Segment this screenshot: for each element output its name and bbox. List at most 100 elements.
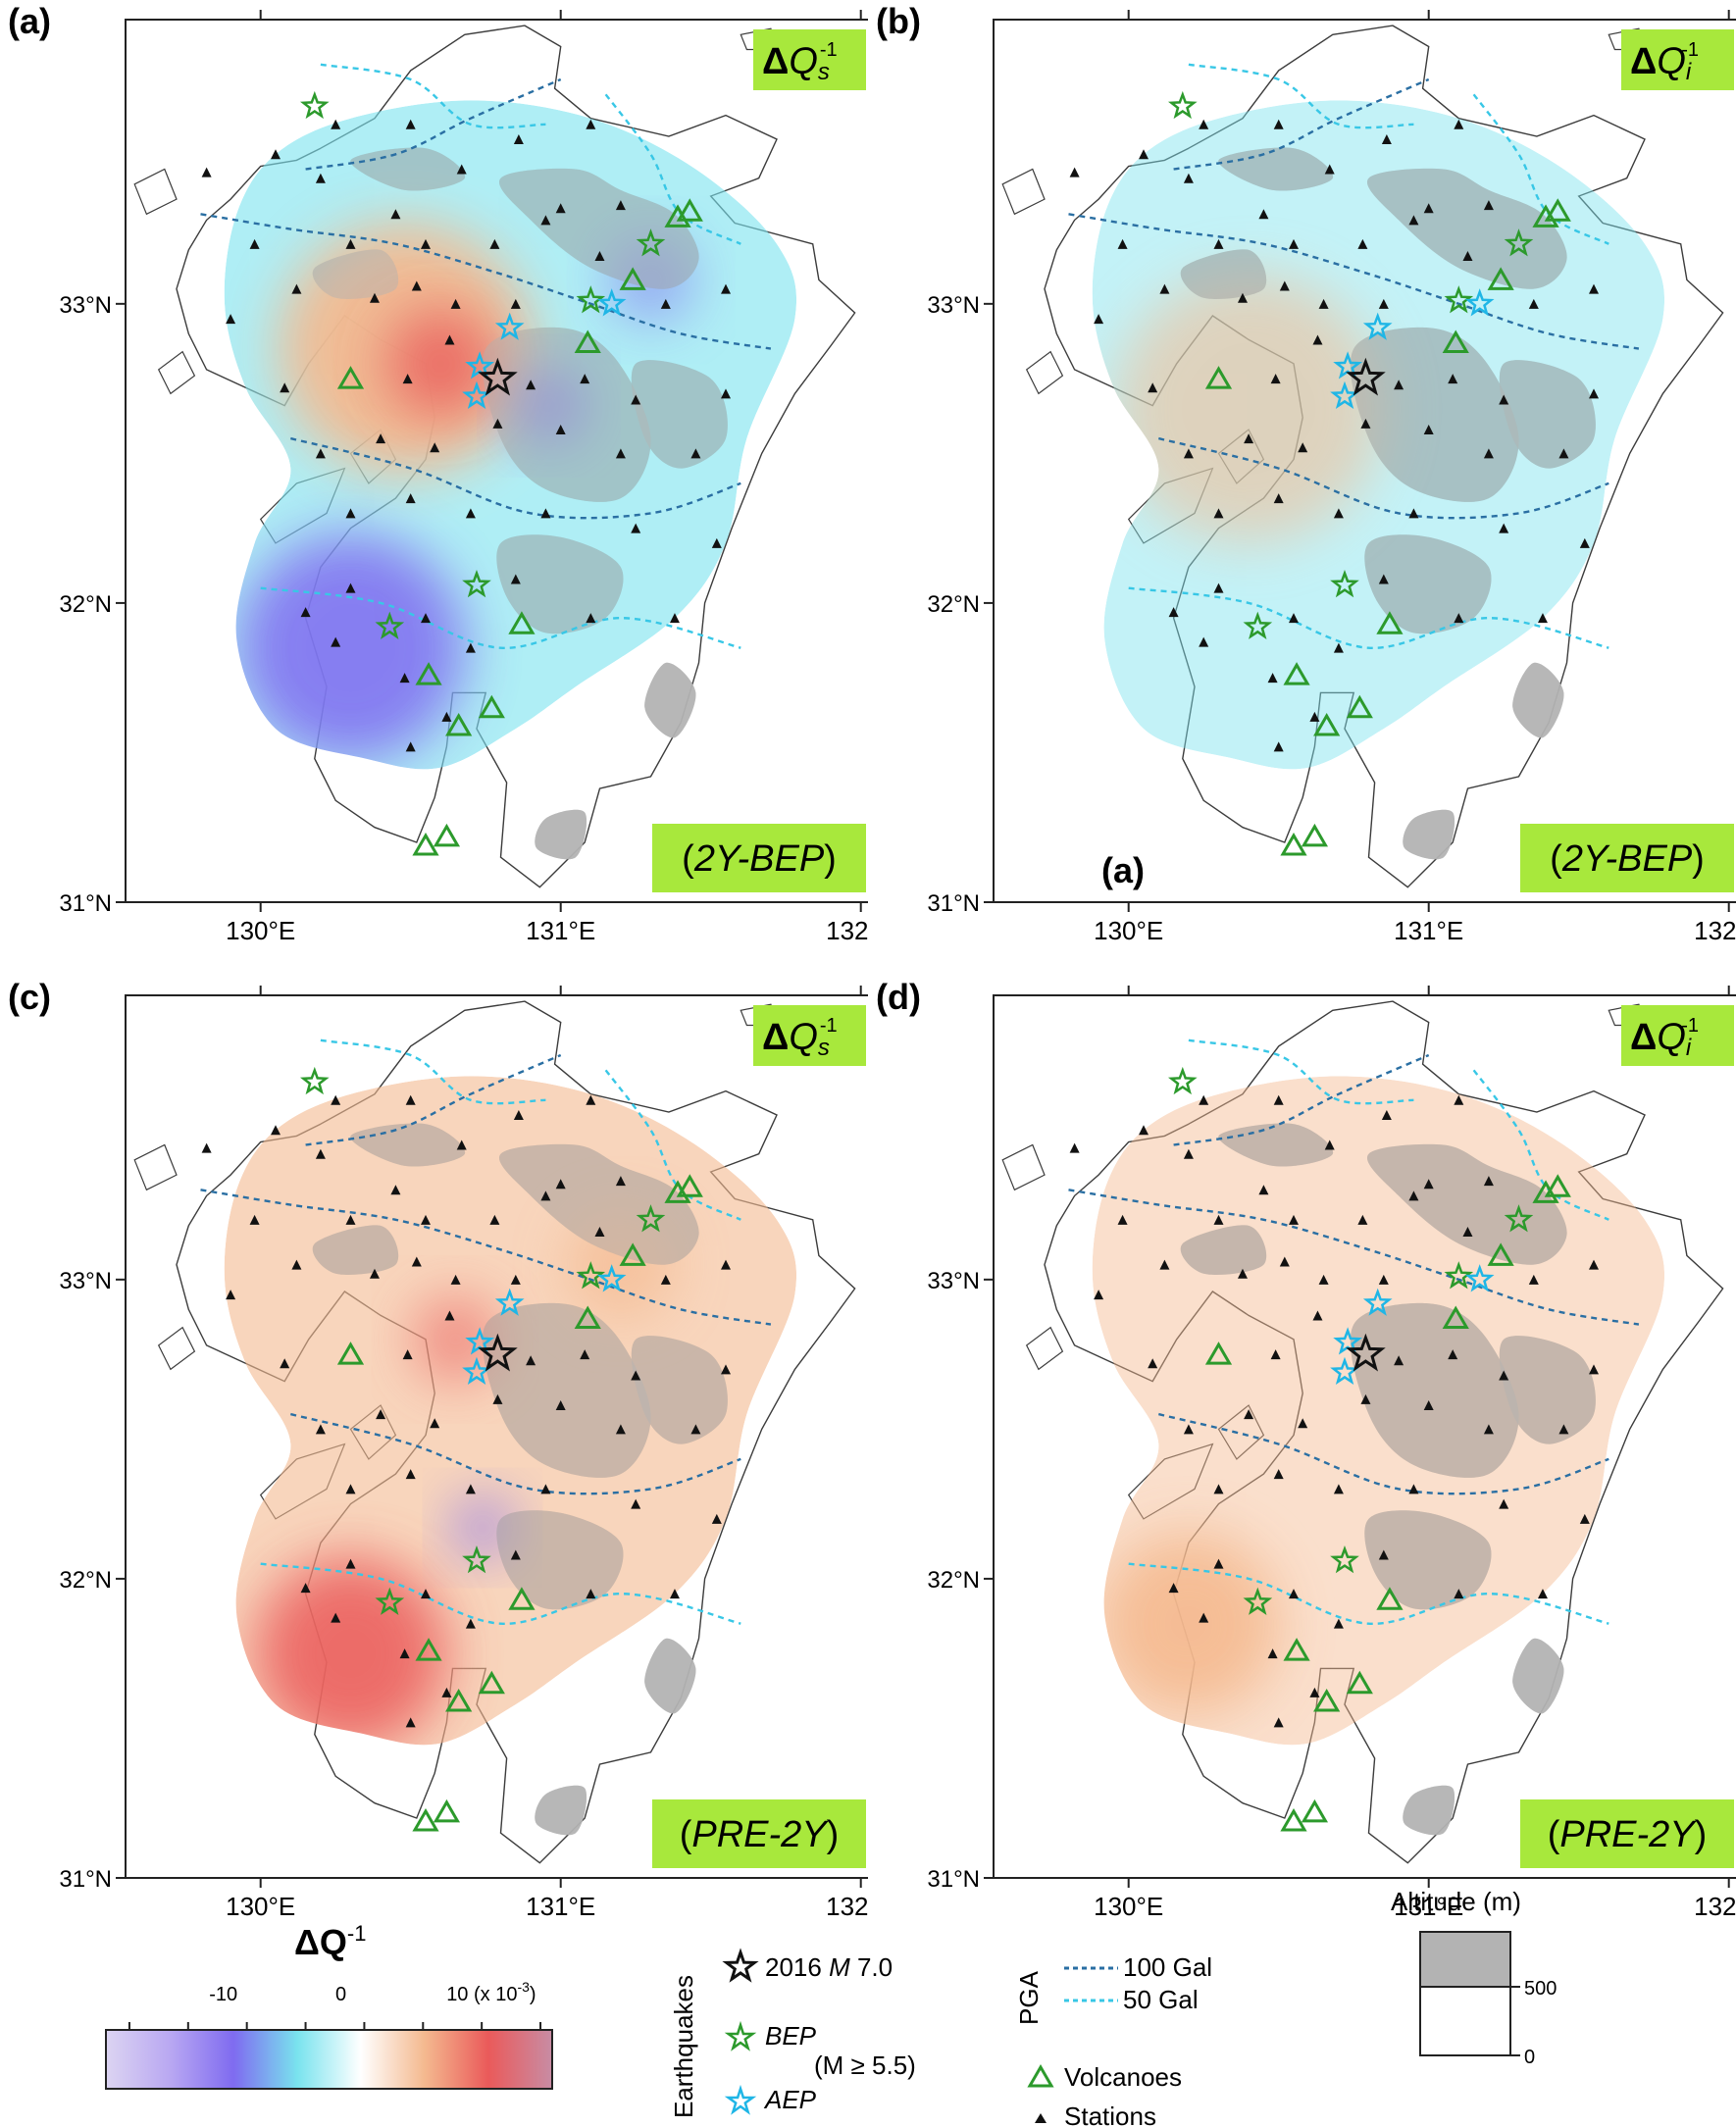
station-marker <box>721 1259 731 1270</box>
pga-group-title: PGA <box>1014 1970 1044 2025</box>
station-marker <box>399 1648 410 1659</box>
station-marker <box>1183 173 1194 183</box>
station-marker <box>1589 283 1599 294</box>
pga-100-contour <box>305 77 562 171</box>
bep-condition-label: (M ≥ 5.5) <box>814 2051 916 2080</box>
highland-area <box>1366 1143 1567 1265</box>
island-coastline <box>157 350 196 395</box>
lat-tick-label: 31°N <box>59 1866 112 1893</box>
station-marker <box>376 1409 386 1420</box>
station-marker <box>1537 1589 1548 1599</box>
island-coastline <box>1001 1143 1046 1191</box>
volcano-marker <box>336 1342 365 1365</box>
quantity-label-box <box>1621 29 1734 90</box>
bep-event-star <box>1504 1204 1534 1233</box>
station-marker <box>1378 574 1389 584</box>
station-marker <box>1589 388 1599 399</box>
station-marker <box>405 1717 416 1728</box>
station-marker <box>345 1214 356 1225</box>
station-marker <box>586 119 596 129</box>
station-marker <box>1279 1256 1290 1267</box>
station-marker <box>331 1094 341 1105</box>
station-marker <box>1408 215 1419 226</box>
station-marker <box>1558 1424 1569 1435</box>
pga-100-label: 100 Gal <box>1123 1952 1212 1982</box>
station-marker <box>1312 334 1323 345</box>
panel-letter: (c) <box>8 977 51 1017</box>
station-marker <box>456 1139 467 1150</box>
station-marker <box>1298 442 1308 453</box>
pga-50-contour <box>1128 1562 1609 1625</box>
volcano-marker <box>1544 1174 1571 1197</box>
station-marker <box>1454 119 1464 129</box>
lon-tick-label: 130°E <box>1094 916 1163 945</box>
station-marker <box>1537 613 1548 624</box>
volcano-marker <box>433 1798 461 1823</box>
station-marker <box>1298 1418 1308 1429</box>
delta-q-anomaly <box>608 237 693 323</box>
station-marker <box>421 238 431 249</box>
earthquakes-group-title: Earthquakes <box>669 1975 698 2118</box>
station-marker <box>660 1274 671 1285</box>
bep-event-star <box>1444 1261 1474 1290</box>
highland-area <box>1218 147 1334 191</box>
station-marker <box>1213 1484 1224 1494</box>
station-marker <box>1148 1358 1158 1369</box>
station-marker <box>594 1227 605 1238</box>
station-marker <box>331 119 341 129</box>
bep-event-star <box>1243 611 1273 639</box>
bep-event-star <box>636 228 666 257</box>
volcano-marker <box>676 1174 703 1197</box>
map-frame <box>125 19 868 903</box>
aep-event-star <box>1333 351 1362 380</box>
station-marker <box>331 1612 341 1623</box>
pga-50-contour <box>1188 1038 1414 1105</box>
station-marker <box>1333 642 1344 653</box>
station-marker <box>465 1618 476 1629</box>
lon-tick-label: 132°E <box>1694 916 1736 945</box>
aep-event-star <box>462 1356 491 1386</box>
bep-event-star <box>1504 228 1534 257</box>
volcano-marker <box>415 1638 442 1661</box>
aep-event-star <box>494 312 525 340</box>
bep-event-star <box>1167 90 1198 120</box>
station-marker <box>444 334 455 345</box>
station-marker <box>1213 582 1224 593</box>
volcano-marker <box>1313 713 1341 736</box>
lat-tick-label: 33°N <box>59 1268 112 1294</box>
lat-tick-label: 33°N <box>927 292 980 319</box>
station-marker <box>1244 433 1254 444</box>
station-marker <box>1289 1589 1299 1599</box>
station-marker <box>1183 1148 1194 1159</box>
mainshock-label: 2016 M 7.0 <box>765 1952 893 1982</box>
station-marker <box>1423 1179 1434 1190</box>
station-marker <box>369 1268 380 1279</box>
pga-50-contour <box>260 586 741 649</box>
volcano-marker <box>415 662 442 685</box>
lat-tick-label: 33°N <box>927 1268 980 1294</box>
station-marker <box>1454 1094 1464 1105</box>
station-marker <box>1273 1469 1284 1480</box>
station-marker <box>1117 1214 1128 1225</box>
station-marker <box>660 298 671 309</box>
volcano-marker <box>445 1689 473 1712</box>
pga-50-contour <box>1472 1069 1609 1221</box>
station-marker <box>465 508 476 519</box>
mainshock-star-icon <box>722 1948 759 1983</box>
map-frame <box>993 19 1736 903</box>
station-marker <box>555 424 566 434</box>
station-marker <box>280 382 290 393</box>
station-marker <box>1148 382 1158 393</box>
bep-event-star <box>636 1204 666 1233</box>
aep-event-star <box>462 380 491 410</box>
lon-tick-label: 131°E <box>1394 916 1463 945</box>
delta-q-anomaly <box>452 1497 513 1558</box>
aep-event-star <box>596 1264 627 1292</box>
bep-event-star <box>1330 569 1359 598</box>
panel-letter: (a) <box>8 1 51 41</box>
period-label: (PRE-2Y) <box>680 1814 840 1855</box>
pga-100-contour <box>290 1412 741 1495</box>
station-marker <box>1333 1484 1344 1494</box>
volcano-marker <box>508 611 536 634</box>
aep-event-star <box>1362 1288 1393 1316</box>
